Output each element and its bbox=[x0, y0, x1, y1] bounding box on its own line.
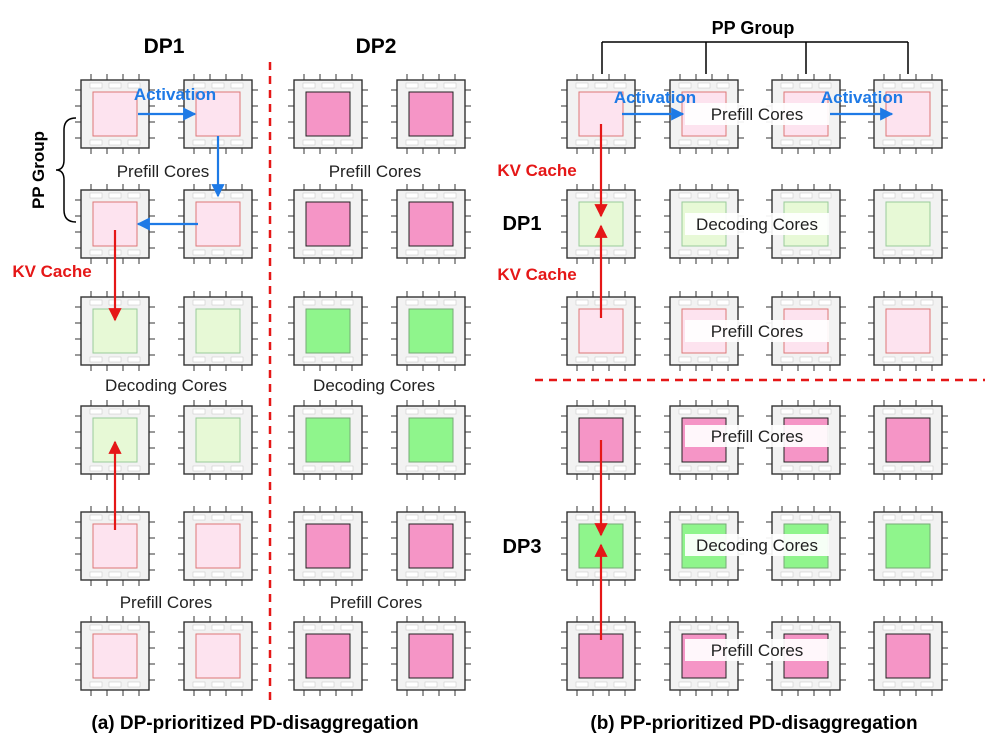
chip-a-r6-c4 bbox=[391, 616, 471, 696]
chip-a-r1-c4 bbox=[391, 74, 471, 154]
text-b-prefill_row4: Prefill Cores bbox=[711, 427, 804, 446]
activation-label-b-1: Activation bbox=[614, 88, 696, 107]
pp-group-label-b: PP Group bbox=[712, 18, 795, 38]
decoding-label-a-dp2: Decoding Cores bbox=[313, 376, 435, 395]
prefill-label-a-bottom-dp1: Prefill Cores bbox=[120, 593, 213, 612]
dp3-label-b: DP3 bbox=[503, 536, 542, 558]
caption-b: (b) PP-prioritized PD-disaggregation bbox=[590, 713, 917, 734]
label-b-decoding_row2: Decoding Cores bbox=[685, 213, 829, 235]
chip-a-r2-c2 bbox=[178, 184, 258, 264]
chip-b-r1-c4 bbox=[868, 74, 948, 154]
prefill-label-a-bottom-dp2: Prefill Cores bbox=[330, 593, 423, 612]
label-b-prefill_row1: Prefill Cores bbox=[685, 103, 829, 125]
chip-a-r5-c3 bbox=[288, 506, 368, 586]
kv-cache-label-a: KV Cache bbox=[12, 262, 91, 281]
dp2-title-a: DP2 bbox=[356, 35, 397, 58]
chip-a-r3-c2 bbox=[178, 291, 258, 371]
text-b-decoding_row5: Decoding Cores bbox=[696, 536, 818, 555]
chip-a-r6-c3 bbox=[288, 616, 368, 696]
text-b-prefill_row3: Prefill Cores bbox=[711, 322, 804, 341]
pp-group-bracket bbox=[601, 41, 909, 74]
label-b-prefill_row3: Prefill Cores bbox=[685, 320, 829, 342]
kv-cache-label-b-2: KV Cache bbox=[497, 265, 576, 284]
activation-label-a: Activation bbox=[134, 85, 216, 104]
chip-a-r6-c1 bbox=[75, 616, 155, 696]
pp-group-brace bbox=[55, 117, 77, 223]
prefill-label-a-top-dp1: Prefill Cores bbox=[117, 162, 210, 181]
chip-a-r4-c3 bbox=[288, 400, 368, 480]
text-b-prefill_row1: Prefill Cores bbox=[711, 105, 804, 124]
chip-a-r1-c3 bbox=[288, 74, 368, 154]
chip-b-r4-c4 bbox=[868, 400, 948, 480]
chip-b-r6-c4 bbox=[868, 616, 948, 696]
label-b-prefill_row6: Prefill Cores bbox=[685, 639, 829, 661]
chip-a-r5-c4 bbox=[391, 506, 471, 586]
chip-a-r3-c4 bbox=[391, 291, 471, 371]
chip-a-r6-c2 bbox=[178, 616, 258, 696]
chip-a-r5-c2 bbox=[178, 506, 258, 586]
chip-a-r4-c2 bbox=[178, 400, 258, 480]
chip-b-r5-c4 bbox=[868, 506, 948, 586]
chip-a-r3-c3 bbox=[288, 291, 368, 371]
activation-arrows-a bbox=[136, 107, 225, 231]
chip-a-r4-c4 bbox=[391, 400, 471, 480]
text-b-decoding_row2: Decoding Cores bbox=[696, 215, 818, 234]
chip-a-r2-c4 bbox=[391, 184, 471, 264]
prefill-label-a-top-dp2: Prefill Cores bbox=[329, 162, 422, 181]
decoding-label-a-dp1: Decoding Cores bbox=[105, 376, 227, 395]
chip-a-r1-c1 bbox=[75, 74, 155, 154]
dp1-title-a: DP1 bbox=[144, 35, 185, 58]
chip-a-r3-c1 bbox=[75, 291, 155, 371]
label-b-decoding_row5: Decoding Cores bbox=[685, 534, 829, 556]
kv-cache-label-b-1: KV Cache bbox=[497, 161, 576, 180]
dp1-label-b: DP1 bbox=[503, 213, 542, 235]
chip-b-r2-c4 bbox=[868, 184, 948, 264]
caption-a: (a) DP-prioritized PD-disaggregation bbox=[91, 713, 418, 734]
chip-b-r3-c4 bbox=[868, 291, 948, 371]
pp-group-label-a: PP Group bbox=[29, 131, 48, 209]
label-b-prefill_row4: Prefill Cores bbox=[685, 425, 829, 447]
chip-a-r2-c3 bbox=[288, 184, 368, 264]
text-b-prefill_row6: Prefill Cores bbox=[711, 641, 804, 660]
activation-label-b-2: Activation bbox=[821, 88, 903, 107]
